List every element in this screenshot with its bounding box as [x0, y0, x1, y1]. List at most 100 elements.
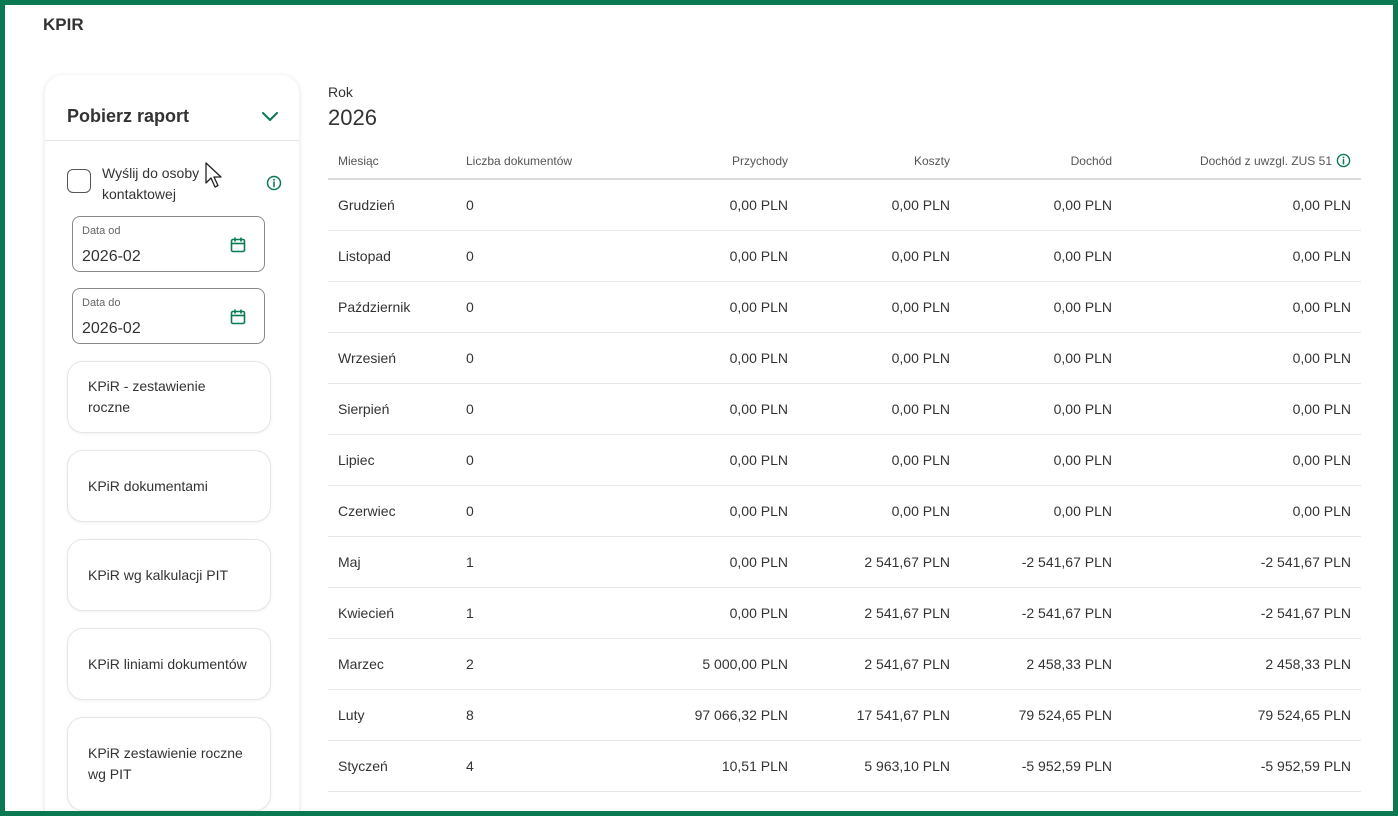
- cell-profit: -2 541,67 PLN: [960, 536, 1122, 588]
- cell-costs: 0,00 PLN: [798, 434, 960, 486]
- cell-docs: 0: [456, 281, 648, 333]
- calendar-icon[interactable]: [230, 237, 246, 253]
- cell-income: 0,00 PLN: [648, 281, 798, 333]
- report-panel: Pobierz raport Wyślij do osoby kontaktow…: [45, 75, 299, 811]
- table-body: Grudzień 0 0,00 PLN 0,00 PLN 0,00 PLN 0,00 PL…: [328, 179, 1361, 792]
- year-value: 2026: [328, 105, 377, 130]
- table-header-row: Miesiąc Liczba dokumentów Przychody Kosz…: [328, 143, 1361, 180]
- chevron-down-icon[interactable]: [261, 111, 279, 123]
- report-annual-pit-button[interactable]: KPiR zestawienie roczne wg PIT: [67, 717, 271, 811]
- cell-income: 0,00 PLN: [648, 179, 798, 231]
- report-panel-header[interactable]: Pobierz raport: [45, 75, 299, 141]
- cell-profit-zus: 0,00 PLN: [1122, 434, 1361, 486]
- date-from-label: Data od: [82, 225, 121, 237]
- cell-income: 0,00 PLN: [648, 383, 798, 435]
- cell-docs: 0: [456, 179, 648, 231]
- report-pit-calc-button[interactable]: KPiR wg kalkulacji PIT: [67, 539, 271, 611]
- cell-costs: 5 963,10 PLN: [798, 740, 960, 792]
- table-row: Grudzień 0 0,00 PLN 0,00 PLN 0,00 PLN 0,00 PL…: [328, 179, 1361, 231]
- cell-income: 0,00 PLN: [648, 332, 798, 384]
- cell-profit: 0,00 PLN: [960, 434, 1122, 486]
- cell-profit-zus: 0,00 PLN: [1122, 179, 1361, 231]
- col-header-profit-zus-label: Dochód z uwzgl. ZUS 51: [1199, 153, 1332, 168]
- cell-docs: 1: [456, 536, 648, 588]
- cell-costs: 0,00 PLN: [798, 383, 960, 435]
- cell-profit-zus: 0,00 PLN: [1122, 281, 1361, 333]
- cell-costs: 0,00 PLN: [798, 485, 960, 537]
- cell-docs: 0: [456, 434, 648, 486]
- cell-income: 0,00 PLN: [648, 434, 798, 486]
- table-row: Maj 1 0,00 PLN 2 541,67 PLN -2 541,67 PLN -2 …: [328, 536, 1361, 588]
- cell-profit-zus: 79 524,65 PLN: [1122, 689, 1361, 741]
- table-row: Październik 0 0,00 PLN 0,00 PLN 0,00 PLN 0,00…: [328, 281, 1361, 333]
- year-label: Rok: [328, 84, 353, 100]
- cell-costs: 0,00 PLN: [798, 332, 960, 384]
- cell-profit-zus: -2 541,67 PLN: [1122, 536, 1361, 588]
- cell-month: Maj: [328, 536, 456, 588]
- cell-profit: -5 952,59 PLN: [960, 740, 1122, 792]
- cell-month: Październik: [328, 281, 456, 333]
- cell-profit: 2 458,33 PLN: [960, 638, 1122, 690]
- cell-profit-zus: -2 541,67 PLN: [1122, 587, 1361, 639]
- cell-income: 10,51 PLN: [648, 740, 798, 792]
- date-to-label: Data do: [82, 297, 121, 309]
- cell-costs: 17 541,67 PLN: [798, 689, 960, 741]
- cell-profit: 0,00 PLN: [960, 332, 1122, 384]
- table-row: Listopad 0 0,00 PLN 0,00 PLN 0,00 PLN 0,00 PL…: [328, 230, 1361, 282]
- cell-profit-zus: -5 952,59 PLN: [1122, 740, 1361, 792]
- cell-month: Luty: [328, 689, 456, 741]
- info-icon[interactable]: [266, 175, 282, 191]
- report-doc-lines-button[interactable]: KPiR liniami dokumentów: [67, 628, 271, 700]
- send-contact-row: Wyślij do osoby kontaktowej: [67, 163, 287, 207]
- report-documents-button[interactable]: KPiR dokumentami: [67, 450, 271, 522]
- cell-profit-zus: 0,00 PLN: [1122, 383, 1361, 435]
- date-from-field[interactable]: Data od 2026-02: [72, 216, 265, 272]
- cell-income: 0,00 PLN: [648, 485, 798, 537]
- cell-month: Czerwiec: [328, 485, 456, 537]
- cell-costs: 2 541,67 PLN: [798, 536, 960, 588]
- cell-profit: 0,00 PLN: [960, 485, 1122, 537]
- cell-month: Wrzesień: [328, 332, 456, 384]
- cell-profit-zus: 0,00 PLN: [1122, 332, 1361, 384]
- date-to-field[interactable]: Data do 2026-02: [72, 288, 265, 344]
- cell-month: Kwiecień: [328, 587, 456, 639]
- cell-profit: 0,00 PLN: [960, 281, 1122, 333]
- col-header-profit: Dochód: [960, 143, 1122, 180]
- cell-docs: 4: [456, 740, 648, 792]
- cell-docs: 0: [456, 485, 648, 537]
- cell-docs: 2: [456, 638, 648, 690]
- page-title: KPIR: [43, 15, 84, 34]
- cell-docs: 8: [456, 689, 648, 741]
- table-row: Kwiecień 1 0,00 PLN 2 541,67 PLN -2 541,67 P…: [328, 587, 1361, 639]
- report-panel-title: Pobierz raport: [67, 106, 190, 126]
- cell-profit: 0,00 PLN: [960, 230, 1122, 282]
- col-header-docs: Liczba dokumentów: [456, 143, 648, 180]
- cell-month: Marzec: [328, 638, 456, 690]
- cell-month: Sierpień: [328, 383, 456, 435]
- cell-profit-zus: 0,00 PLN: [1122, 230, 1361, 282]
- calendar-icon[interactable]: [230, 309, 246, 325]
- info-icon[interactable]: [1336, 153, 1351, 168]
- col-header-income: Przychody: [648, 143, 798, 180]
- cell-costs: 0,00 PLN: [798, 179, 960, 231]
- cell-docs: 0: [456, 383, 648, 435]
- date-to-value: 2026-02: [82, 320, 141, 337]
- cell-costs: 2 541,67 PLN: [798, 638, 960, 690]
- table-row: Sierpień 0 0,00 PLN 0,00 PLN 0,00 PLN 0,00 PL…: [328, 383, 1361, 435]
- cell-month: Grudzień: [328, 179, 456, 231]
- cell-income: 0,00 PLN: [648, 230, 798, 282]
- cell-profit-zus: 2 458,33 PLN: [1122, 638, 1361, 690]
- cell-profit: 0,00 PLN: [960, 179, 1122, 231]
- report-annual-button[interactable]: KPiR - zestawienie roczne: [67, 361, 271, 433]
- cell-costs: 0,00 PLN: [798, 230, 960, 282]
- cell-income: 0,00 PLN: [648, 587, 798, 639]
- cell-profit: 79 524,65 PLN: [960, 689, 1122, 741]
- cell-profit: 0,00 PLN: [960, 383, 1122, 435]
- table-row: Marzec 2 5 000,00 PLN 2 541,67 PLN 2 458,33 …: [328, 638, 1361, 690]
- cell-month: Lipiec: [328, 434, 456, 486]
- cell-month: Listopad: [328, 230, 456, 282]
- cell-income: 97 066,32 PLN: [648, 689, 798, 741]
- send-contact-checkbox[interactable]: [67, 169, 91, 193]
- cell-docs: 1: [456, 587, 648, 639]
